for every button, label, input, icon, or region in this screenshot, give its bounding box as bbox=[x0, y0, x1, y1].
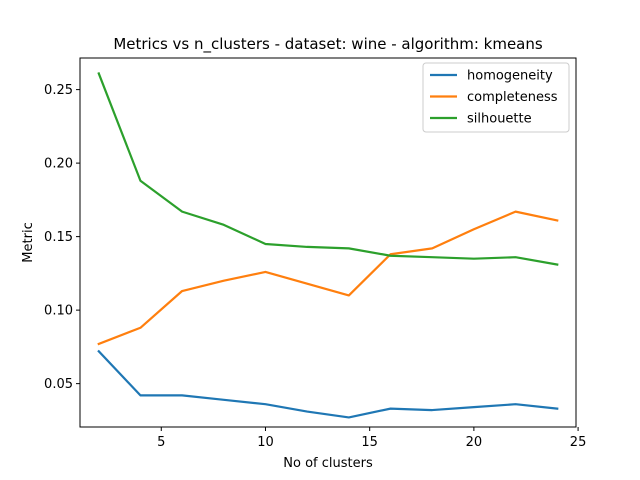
y-axis-label: Metric bbox=[21, 222, 36, 262]
series-line-silhouette bbox=[97, 72, 559, 266]
series-lines bbox=[97, 72, 559, 419]
legend-label-completeness: completeness bbox=[467, 90, 558, 105]
legend-box bbox=[422, 62, 570, 133]
chart-title: Metrics vs n_clusters - dataset: wine - … bbox=[113, 35, 543, 54]
x-axis-label: No of clusters bbox=[283, 456, 373, 471]
legend: homogeneity completeness silhouette bbox=[422, 62, 570, 133]
y-tick-label: 0.05 bbox=[44, 377, 73, 392]
y-tick-label: 0.10 bbox=[44, 304, 73, 319]
x-axis-ticks: 5 10 15 20 25 bbox=[157, 427, 586, 450]
x-tick-label: 15 bbox=[361, 435, 378, 450]
y-tick-label: 0.15 bbox=[44, 230, 73, 245]
series-line-completeness bbox=[97, 210, 559, 346]
series-line-homogeneity bbox=[97, 349, 559, 419]
y-tick-label: 0.20 bbox=[44, 157, 73, 172]
x-tick-label: 5 bbox=[157, 435, 165, 450]
legend-label-homogeneity: homogeneity bbox=[467, 69, 553, 84]
plot-frame bbox=[79, 57, 577, 428]
x-tick-label: 10 bbox=[257, 435, 274, 450]
y-axis-ticks: 0.05 0.10 0.15 0.20 0.25 bbox=[44, 83, 80, 392]
legend-label-silhouette: silhouette bbox=[467, 112, 532, 127]
x-tick-label: 20 bbox=[466, 435, 483, 450]
y-tick-label: 0.25 bbox=[44, 83, 73, 98]
x-tick-label: 25 bbox=[570, 435, 587, 450]
